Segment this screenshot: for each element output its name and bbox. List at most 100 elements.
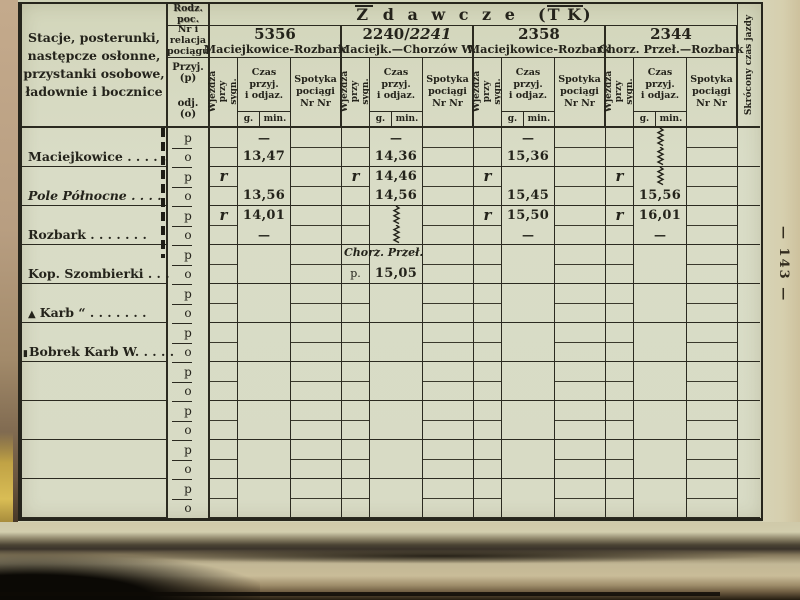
terminus-note: Chorz. Przeł. [344,246,424,259]
half-p [370,284,422,303]
spotyka-header: Spotyka pociągi Nr Nr [291,58,342,128]
half-p: 14,01 [238,206,290,225]
time-cell [634,284,687,323]
half-o [687,460,737,479]
half-p [210,284,237,304]
przyj-label: Przyj.(p) [172,62,204,84]
train-header-2344: 2344 Chorz. Przeł.—Rozbark [599,26,743,58]
half-o [502,264,554,283]
half-p [606,323,633,343]
timetable-row: Pole Północne . . . . p o r 13,56 r 14,46 14,56… [22,166,761,207]
time-cell [238,479,291,518]
time-value: 14,46 [374,169,418,184]
stations-column-header: Stacje, posterunki, następcze osłonne, p… [22,4,168,128]
half-p [474,128,501,148]
meets-trains-cell [291,479,342,518]
signal-entry-cell [210,323,238,362]
meets-trains-cell [687,479,738,518]
meets-trains-cell [291,167,342,206]
half-p: — [502,128,554,147]
half-p [423,479,473,499]
title-paren: ) [582,5,592,24]
half-p [370,205,422,225]
half-p [238,362,290,381]
half-p [291,440,341,460]
half-p [291,206,341,226]
short-time-cell [738,479,760,518]
po-letter: p [168,245,208,265]
continues-squiggle [634,146,686,167]
train-number-relation-header: Nr i relacja pociągu [167,24,210,58]
no-time-dash: — [522,130,534,145]
half-o [238,264,290,283]
signal-entry-cell [210,440,238,479]
half-o [687,226,737,245]
half-p [210,440,237,460]
signal-entry-cell [342,128,370,167]
signal-entry-cell [474,284,502,323]
enters-at-signal-mark: r [351,166,360,185]
title-word: d a w c z e [382,5,519,24]
signal-entry-cell [474,440,502,479]
enters-at-signal-mark: r [219,205,228,224]
half-p: r [606,206,633,226]
half-p [474,323,501,343]
meets-trains-cell [423,284,474,323]
signal-entry-cell [474,362,502,401]
half-o [342,226,369,245]
half-o [606,226,633,245]
time-cell [502,323,555,362]
czas-header: Czas przyj. i odjaz. g. min. [370,58,423,128]
triangle-marker: ▲ [28,309,36,320]
half-p [238,167,290,186]
half-o [423,343,473,362]
half-o [291,343,341,362]
meets-trains-cell [291,128,342,167]
half-o [423,382,473,401]
short-time-cell [738,167,760,206]
meets-trains-cell [687,206,738,245]
arrival-abbrev: p. [350,267,361,281]
stations-header-line: przystanki osobowe, [23,66,165,81]
station-label: Karb “ . . . . . . . [39,305,147,320]
station-label: Pole Północne . . . . [28,188,162,203]
po-letter: o [168,460,208,480]
meets-trains-cell [555,440,606,479]
half-o [606,187,633,206]
half-p [238,479,290,498]
half-o [238,459,290,478]
spotyka-header: Spotyka pociągi Nr Nr [687,58,738,128]
half-p [370,479,422,498]
signal-entry-cell [606,479,634,518]
time-cell [502,245,555,284]
wjezdza-header: Wjeżdża przy sygn. [472,58,503,128]
wjezdza-header: Wjeżdża przy sygn. [208,58,239,128]
half-p [291,167,341,187]
time-cell [502,440,555,479]
train-route: Chorz. Przeł.—Rozbark [598,42,744,57]
time-value: 15,05 [374,266,418,281]
half-p: r [210,206,237,226]
half-o: 15,05 [370,264,422,283]
time-cell [370,205,423,245]
rodz-poc-header: Rodz. poc. [168,3,210,26]
nr-relacja-line: relacja [169,35,207,47]
half-p [555,206,605,226]
half-p [423,401,473,421]
half-p [370,323,422,342]
time-cell [634,245,687,284]
half-o [502,459,554,478]
meets-trains-cell [555,362,606,401]
half-p [474,245,501,265]
po-letter: p [168,440,208,460]
half-o [370,342,422,361]
signal-entry-cell: r [474,206,502,245]
half-p [423,362,473,382]
half-o [210,187,237,206]
half-o [342,382,369,401]
half-p [423,245,473,265]
signal-entry-cell: r [606,167,634,206]
time-cell [502,284,555,323]
